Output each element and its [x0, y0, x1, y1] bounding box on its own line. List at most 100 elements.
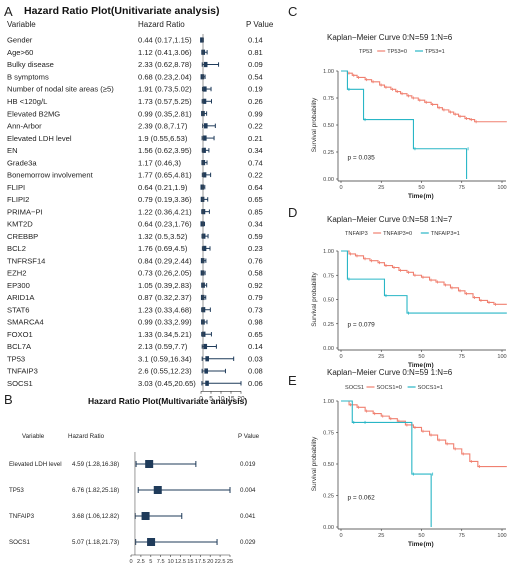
panel-b-col-hr: Hazard Ratio [68, 433, 105, 440]
row-hazard-ratio: 1.77 (0.65,4.81) [138, 171, 192, 180]
hr-point [145, 460, 154, 468]
row-variable: Age>60 [7, 48, 33, 57]
x-tick-label: 5 [209, 395, 213, 402]
x-tick-label: 12.5 [175, 559, 186, 565]
row-hazard-ratio: 6.76 (1.82,25.18) [72, 487, 119, 494]
panel-letter-c: C [288, 4, 297, 19]
row-variable: B symptoms [7, 72, 49, 81]
row-hazard-ratio: 0.44 (0.17,1.15) [138, 36, 192, 45]
y-tick-label: 1.00 [323, 399, 334, 405]
y-tick-label: 0.50 [323, 123, 334, 129]
x-tick-label: 75 [459, 354, 465, 360]
row-variable: SMARCA4 [7, 318, 44, 327]
row-p-value: 0.041 [240, 513, 256, 520]
x-tick-label: 10 [167, 559, 173, 565]
legend-label: SOCS1=1 [418, 385, 443, 391]
x-tick-label: 75 [459, 185, 465, 191]
row-p-value: 0.98 [248, 318, 263, 327]
y-axis-label: Survival probability [311, 271, 318, 326]
row-hazard-ratio: 4.59 (1.28,16.38) [72, 461, 119, 468]
legend-title: SOCS1 [345, 385, 364, 391]
row-hazard-ratio: 1.56 (0.62,3.95) [138, 146, 192, 155]
panel-a-plot: 0 5 10 15 20 [199, 34, 245, 402]
hr-point [201, 209, 206, 215]
row-variable: BCL2 [7, 244, 26, 253]
row-hazard-ratio: 1.17 (0.46,3) [138, 158, 182, 167]
y-tick-label: 0.25 [323, 150, 334, 156]
row-p-value: 0.79 [248, 293, 263, 302]
row-variable: TP53 [7, 354, 25, 363]
hr-point [201, 331, 206, 337]
row-variable: Elevated LDH level [7, 134, 72, 143]
y-tick-label: 0.00 [323, 525, 334, 531]
row-hazard-ratio: 1.76 (0.69,4.5) [138, 244, 188, 253]
row-hazard-ratio: 3.1 (0.59,16.34) [138, 354, 192, 363]
y-tick-label: 0.25 [323, 322, 334, 328]
row-variable: Elevated LDH level [9, 461, 62, 468]
panel-a-forest-plot: Hazard Ratio Plot(Unitivariate analysis)… [7, 5, 274, 402]
row-p-value: 0.65 [248, 330, 263, 339]
row-p-value: 0.74 [248, 158, 263, 167]
row-variable: BCL7A [7, 342, 32, 351]
row-hazard-ratio: 0.87 (0.32,2.37) [138, 293, 192, 302]
row-p-value: 0.03 [248, 354, 263, 363]
km-title: Kaplan−Meier Curve 0:N=58 1:N=7 [327, 215, 453, 224]
hr-point [141, 512, 150, 520]
y-tick-label: 0.50 [323, 298, 334, 304]
row-variable: SOCS1 [7, 379, 33, 388]
row-variable: Elevated B2MG [7, 109, 60, 118]
legend-title: TP53 [359, 49, 372, 55]
row-variable: EZH2 [7, 269, 26, 278]
row-variable: Gender [7, 36, 33, 45]
hr-point [147, 538, 156, 546]
p-value: p = 0.079 [347, 322, 375, 329]
x-tick-label: 0 [339, 533, 342, 539]
y-tick-label: 1.00 [323, 69, 334, 75]
hr-point [203, 135, 207, 141]
row-variable: ARID1A [7, 293, 35, 302]
km-series-1 [341, 400, 432, 527]
x-tick-label: 25 [378, 185, 384, 191]
panel-a-title: Hazard Ratio Plot(Unitivariate analysis) [24, 5, 219, 17]
hr-point [203, 86, 207, 92]
row-p-value: 0.09 [248, 60, 263, 69]
hr-point [202, 147, 206, 153]
row-variable: CREBBP [7, 232, 38, 241]
km-series-0 [341, 70, 507, 123]
row-p-value: 0.22 [248, 171, 263, 180]
km-series-0 [341, 250, 507, 305]
x-tick-label: 50 [418, 533, 424, 539]
x-axis-label: Time [408, 362, 423, 369]
row-p-value: 0.019 [240, 461, 256, 468]
row-p-value: 0.029 [240, 539, 256, 546]
x-tick-label: 100 [497, 185, 506, 191]
x-axis-label: Time [408, 541, 423, 548]
row-variable: FLIPI2 [7, 195, 29, 204]
row-hazard-ratio: 1.32 (0.5,3.52) [138, 232, 188, 241]
row-variable: FOXO1 [7, 330, 33, 339]
y-tick-label: 0.25 [323, 494, 334, 500]
row-hazard-ratio: 1.23 (0.33,4.68) [138, 305, 192, 314]
row-hazard-ratio: 2.6 (0.55,12.23) [138, 367, 192, 376]
row-hazard-ratio: 1.05 (0.39,2.83) [138, 281, 192, 290]
row-p-value: 0.92 [248, 281, 263, 290]
x-tick-label: 5 [149, 559, 152, 565]
y-axis-label: Survival probability [311, 97, 318, 152]
row-variable: HB <120g/L [7, 97, 47, 106]
x-axis-label: Time [408, 193, 423, 200]
hr-point [204, 368, 208, 374]
x-tick-label: 50 [418, 185, 424, 191]
row-variable: Number of nodal site areas (≥5) [7, 85, 114, 94]
row-hazard-ratio: 1.22 (0.36,4.21) [138, 207, 192, 216]
x-tick-label: 0 [339, 185, 342, 191]
panel-letter-d: D [288, 205, 297, 220]
x-axis-unit: (m) [424, 193, 434, 200]
km-series-1 [341, 250, 507, 314]
hr-point [201, 307, 206, 313]
row-variable: Bulky disease [7, 60, 54, 69]
row-variable: PRIMA−PI [7, 207, 43, 216]
y-tick-label: 0.75 [323, 431, 334, 437]
x-tick-label: 25 [378, 354, 384, 360]
x-tick-label: 7.5 [157, 559, 165, 565]
